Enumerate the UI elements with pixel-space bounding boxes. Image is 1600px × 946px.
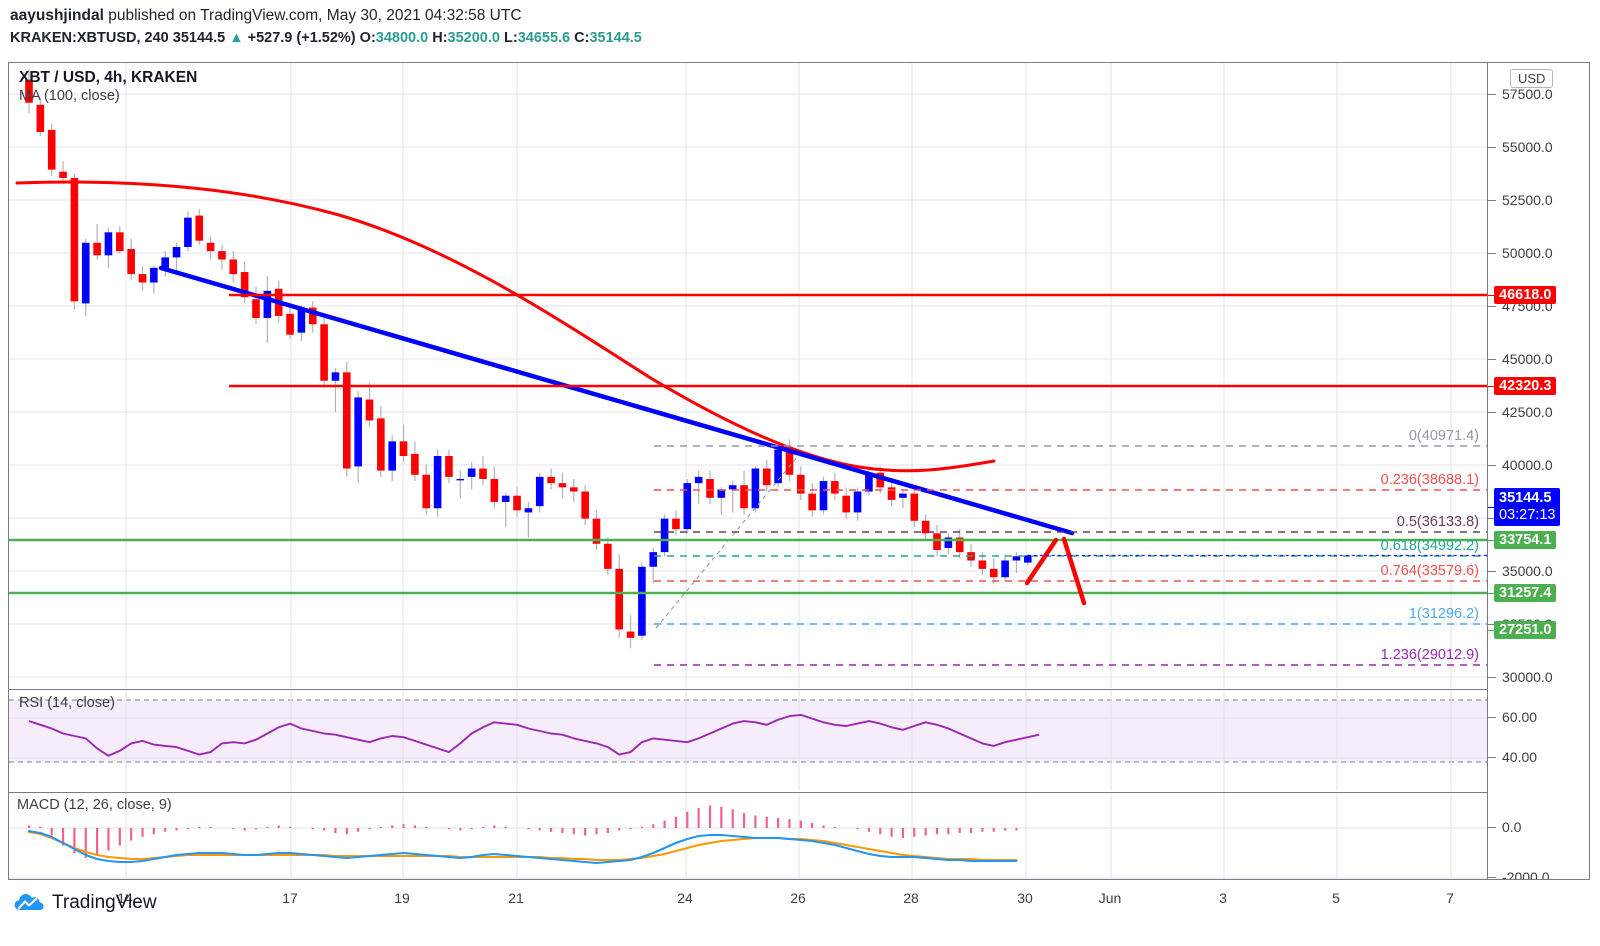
last-price: 35144.5	[172, 30, 226, 46]
price-tick-label: 57500.0	[1502, 86, 1553, 102]
rsi-tick-label: 40.00	[1502, 749, 1538, 765]
low-value: 34655.6	[517, 30, 571, 46]
badge-tick-mark	[1488, 540, 1496, 541]
price-tick-label: 50000.0	[1502, 245, 1553, 261]
rsi-tick-mark	[1488, 717, 1496, 718]
price-tick-label: 42500.0	[1502, 404, 1553, 420]
chart-symbol-label: XBT / USD, 4h, KRAKEN	[19, 69, 198, 86]
time-tick-label: 5	[1332, 890, 1340, 906]
price-tick-mark	[1488, 624, 1496, 625]
open-value: 34800.0	[375, 30, 429, 46]
fib-level-label: 1.236(29012.9)	[1380, 647, 1479, 663]
chart-frame[interactable]: XBT / USD, 4h, KRAKEN MA (100, close) 0(…	[8, 62, 1590, 880]
footer: TradingView	[14, 892, 157, 914]
fib-level-label: 1(31296.2)	[1408, 606, 1479, 622]
ma-indicator-label: MA (100, close)	[19, 88, 120, 104]
fib-level-label: 0.764(33579.6)	[1380, 563, 1479, 579]
up-arrow-icon: ▲	[229, 30, 244, 46]
price-tick-mark	[1488, 200, 1496, 201]
macd-indicator-label: MACD (12, 26, close, 9)	[17, 797, 172, 813]
rsi-indicator-label: RSI (14, close)	[19, 695, 115, 711]
time-tick-label: 14	[117, 890, 133, 906]
rsi-tick-label: 60.00	[1502, 709, 1538, 725]
macd-tick-mark	[1488, 827, 1496, 828]
price-badge-value: 31257.4	[1499, 585, 1552, 601]
countdown-timer: 03:27:13	[1499, 507, 1556, 523]
time-tick-label: 21	[508, 890, 524, 906]
time-axis[interactable]: 14 17 19 21 24 26 28 30 Jun 3 5 7	[8, 880, 1590, 914]
tradingview-logo-icon	[14, 894, 44, 910]
macd-tick-label: 0.0	[1502, 819, 1522, 835]
price-axis[interactable]: USD 57500.0 55000.0 52500.0 50000.0 47500.0 4…	[1487, 63, 1589, 879]
price-badge-value: 27251.0	[1499, 622, 1552, 638]
time-tick-label: 7	[1446, 890, 1454, 906]
time-tick-label: 26	[790, 890, 806, 906]
author-name: aayushjindal	[10, 7, 104, 24]
header: aayushjindal published on TradingView.co…	[0, 0, 1600, 48]
close-label: C:	[574, 30, 590, 46]
publish-line: aayushjindal published on TradingView.co…	[10, 6, 1600, 26]
price-tick-label: 52500.0	[1502, 192, 1553, 208]
price-tick-label: 30000.0	[1502, 669, 1553, 685]
fib-level-label: 0(40971.4)	[1408, 428, 1479, 444]
price-badge[interactable]: 35144.5 03:27:13	[1494, 488, 1561, 526]
price-badge[interactable]: 42320.3	[1494, 377, 1557, 395]
time-tick-label: 24	[677, 890, 693, 906]
price-badge-value: 33754.1	[1499, 532, 1552, 548]
close-value: 35144.5	[589, 30, 642, 46]
fib-level-label: 0.236(38688.1)	[1380, 472, 1479, 488]
badge-tick-mark	[1488, 630, 1496, 631]
open-label: O:	[359, 30, 376, 46]
price-tick-label: 55000.0	[1502, 139, 1553, 155]
macd-pane[interactable]: MACD (12, 26, close, 9)	[9, 792, 1487, 879]
price-tick-mark	[1488, 518, 1496, 519]
low-label: L:	[504, 30, 518, 46]
time-tick-label: 17	[282, 890, 298, 906]
price-badge[interactable]: 46618.0	[1494, 286, 1557, 304]
price-pane[interactable]: XBT / USD, 4h, KRAKEN MA (100, close) 0(…	[9, 63, 1487, 688]
price-badge-value: 35144.5	[1499, 490, 1552, 506]
time-tick-label: Jun	[1098, 890, 1122, 906]
badge-tick-mark	[1488, 295, 1496, 296]
rsi-tick-mark	[1488, 757, 1496, 758]
time-tick-label: 19	[394, 890, 410, 906]
quote-line: KRAKEN:XBTUSD, 240 35144.5 ▲ +527.9 (+1.…	[10, 28, 1600, 48]
macd-tick-mark	[1488, 877, 1496, 878]
fib-level-label: 0.618(34992.2)	[1380, 538, 1479, 554]
price-tick-label: 45000.0	[1502, 351, 1553, 367]
price-tick-mark	[1488, 359, 1496, 360]
symbol-ticker: KRAKEN:XBTUSD, 240	[10, 30, 169, 46]
price-tick-mark	[1488, 412, 1496, 413]
plot-area[interactable]: XBT / USD, 4h, KRAKEN MA (100, close) 0(…	[9, 63, 1487, 879]
price-badge-value: 46618.0	[1499, 287, 1552, 303]
time-tick-label: 28	[903, 890, 919, 906]
price-tick-mark	[1488, 147, 1496, 148]
rsi-pane[interactable]: RSI (14, close)	[9, 689, 1487, 792]
tradingview-brand: TradingView	[52, 892, 157, 913]
badge-tick-mark	[1488, 507, 1496, 508]
macd-tick-label: -2000.0	[1502, 869, 1550, 879]
price-change: +527.9 (+1.52%)	[247, 30, 356, 46]
price-tick-mark	[1488, 571, 1496, 572]
high-value: 35200.0	[447, 30, 500, 46]
price-badge[interactable]: 33754.1	[1494, 531, 1557, 549]
price-tick-mark	[1488, 94, 1496, 95]
price-badge[interactable]: 31257.4	[1494, 584, 1557, 602]
price-tick-label: 40000.0	[1502, 457, 1553, 473]
time-tick-label: 3	[1219, 890, 1227, 906]
price-tick-mark	[1488, 306, 1496, 307]
price-badge[interactable]: 27251.0	[1494, 621, 1557, 639]
currency-chip: USD	[1510, 69, 1554, 88]
price-tick-mark	[1488, 677, 1496, 678]
publish-text: published on TradingView.com, May 30, 20…	[108, 7, 522, 24]
time-tick-label: 30	[1017, 890, 1033, 906]
price-tick-mark	[1488, 465, 1496, 466]
price-tick-label: 35000.0	[1502, 563, 1553, 579]
badge-tick-mark	[1488, 386, 1496, 387]
fib-level-label: 0.5(36133.8)	[1396, 514, 1479, 530]
high-label: H:	[432, 30, 448, 46]
price-tick-mark	[1488, 253, 1496, 254]
badge-tick-mark	[1488, 593, 1496, 594]
price-badge-value: 42320.3	[1499, 378, 1552, 394]
